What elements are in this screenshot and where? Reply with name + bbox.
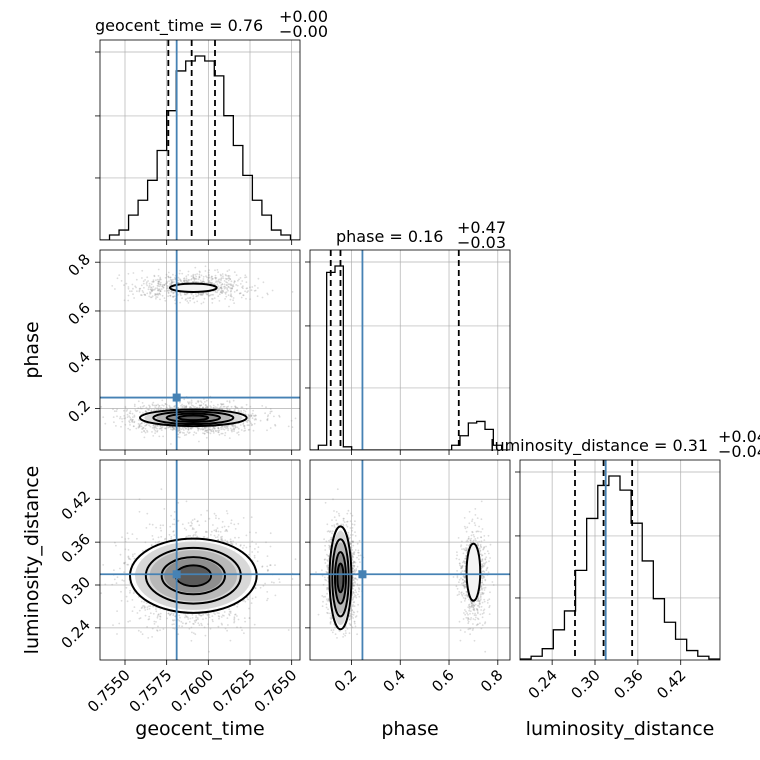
x-tick-label: 0.36 [610,666,646,702]
panel-frame [309,249,511,451]
x-tick-label: 0.4 [379,666,409,696]
title-geocent-time-plus: +0.00 [279,7,328,26]
y-tick-label: 0.36 [58,530,94,566]
contour-line [336,562,345,594]
x-tick-label: 0.7600 [167,666,217,716]
contour-line [139,408,248,428]
contour-line [165,412,221,423]
panel-geocent_time-vs-geocent_time [95,39,301,245]
panel-frame [309,459,511,661]
x-tick-label: 0.7650 [251,666,301,716]
histogram-luminosity_distance [520,475,720,660]
panel-frame [99,39,301,241]
x-tick-label: 0.7550 [84,666,134,716]
contour-line [152,410,235,426]
ylabel-luminosity-distance: luminosity_distance [21,466,43,655]
y-tick-label: 0.24 [58,616,94,652]
contour-line [465,542,482,602]
xlabel-luminosity-distance: luminosity_distance [526,718,715,740]
truth-marker [172,570,181,579]
contour-line [160,556,226,596]
title-luminosity-distance-plus: +0.04 [718,427,760,446]
contour-line [328,525,353,631]
corner-panels: 0.20.40.60.80.240.300.360.420.75500.7575… [58,39,721,716]
x-tick-label: 0.2 [331,666,361,696]
contour-line [169,282,218,293]
density-level [337,564,344,592]
truth-marker [172,393,181,402]
x-tick-label: 0.6 [428,666,458,696]
x-tick-label: 0.8 [477,666,507,696]
contour-line [334,551,347,605]
panel-phase-vs-geocent_time: 0.2 0.4 0.6 0.8 [64,249,301,455]
title-phase-plus: +0.47 [457,218,506,237]
histogram-geocent_time [100,55,300,240]
contour-line [129,537,258,614]
panel-frame [519,459,721,661]
panel-phase-vs-phase [305,249,511,455]
x-tick-label: 0.7575 [126,666,176,716]
contour-line [144,546,242,605]
xlabel-geocent-time: geocent_time [135,718,264,740]
ylabel-phase: phase [21,321,43,378]
panel-frame [99,459,301,661]
y-tick-label: 0.8 [64,250,94,280]
y-tick-label: 0.6 [64,299,94,329]
panel-luminosity_distance-vs-geocent_time: 0.24 0.30 0.36 0.42 0.75500.75750.76000.7625… [58,459,301,716]
y-tick-label: 0.42 [58,487,94,523]
title-geocent-time-minus: −0.00 [279,22,328,41]
title-phase-minus: −0.03 [457,233,506,252]
x-tick-label: 0.42 [653,666,689,702]
panel-frame [99,249,301,451]
y-tick-label: 0.30 [58,573,94,609]
y-tick-label: 0.4 [64,348,94,378]
title-luminosity-distance: luminosity_distance = 0.31 [490,436,708,456]
histogram-phase [310,265,510,450]
title-geocent-time: geocent_time = 0.76 [95,16,263,36]
density-level [172,284,215,292]
contour-line [331,538,350,618]
x-tick-label: 0.24 [525,666,561,702]
panel-luminosity_distance-vs-phase: 0.2 0.4 0.6 0.8 [305,459,511,696]
xlabel-phase: phase [381,718,438,740]
truth-marker [358,570,367,579]
contour-line [177,414,210,422]
y-tick-label: 0.2 [64,397,94,427]
density-level [467,546,480,598]
density-level [177,566,210,586]
title-phase: phase = 0.16 [336,227,443,246]
panel-luminosity_distance-vs-luminosity_distance: 0.24 0.30 0.36 0.42 [515,459,721,702]
x-tick-label: 0.30 [567,666,603,702]
x-tick-label: 0.7625 [209,666,259,716]
title-luminosity-distance-minus: −0.04 [718,442,760,461]
